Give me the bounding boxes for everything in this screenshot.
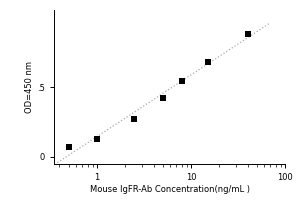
X-axis label: Mouse IgFR-Ab Concentration(ng/mL ): Mouse IgFR-Ab Concentration(ng/mL ) bbox=[89, 185, 250, 194]
Y-axis label: OD=450 nm: OD=450 nm bbox=[25, 61, 34, 113]
